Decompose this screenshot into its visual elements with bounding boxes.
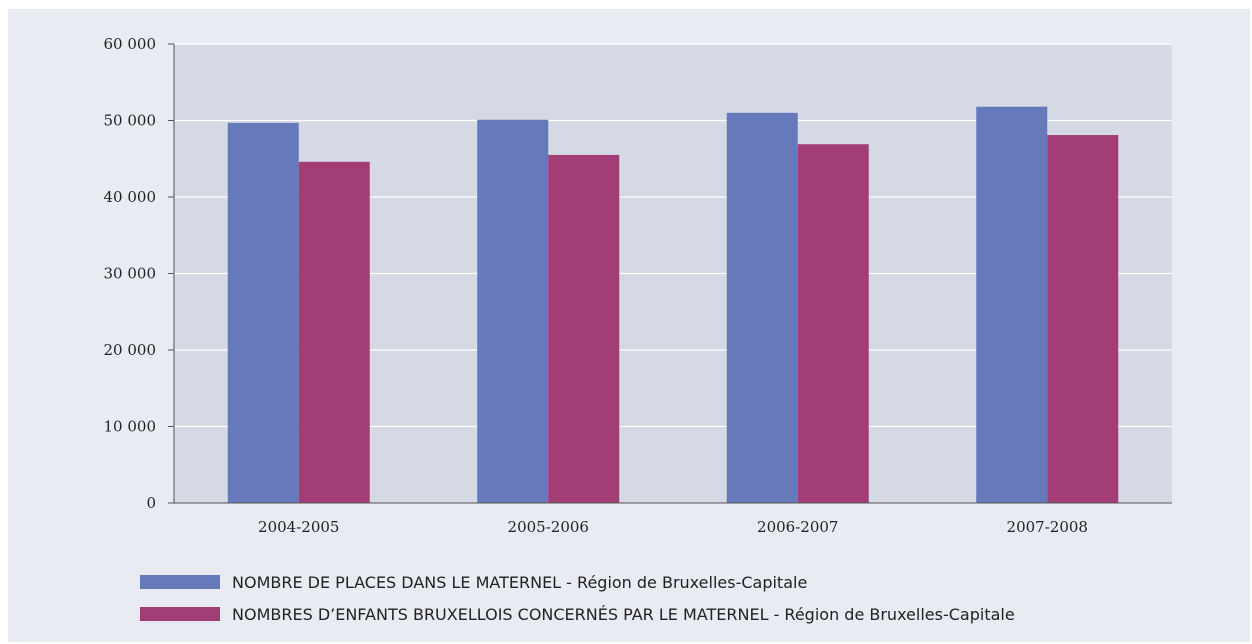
legend-swatch-enfants <box>140 607 220 621</box>
legend-label-enfants: NOMBRES D’ENFANTS BRUXELLOIS CONCERNÉS P… <box>232 604 1015 624</box>
bar-series-1 <box>726 112 798 503</box>
legend-item-places: NOMBRE DE PLACES DANS LE MATERNEL - Régi… <box>140 571 1240 593</box>
y-tick-label: 40 000 <box>104 188 157 206</box>
y-tick-label: 0 <box>146 494 156 512</box>
y-tick-label: 20 000 <box>104 341 157 359</box>
x-tick-label: 2005-2006 <box>508 518 589 536</box>
y-tick-label: 10 000 <box>104 418 157 436</box>
legend-swatch-places <box>140 575 220 589</box>
bar-series-2 <box>298 161 370 503</box>
x-tick-label: 2006-2007 <box>757 518 838 536</box>
legend-item-enfants: NOMBRES D’ENFANTS BRUXELLOIS CONCERNÉS P… <box>140 603 1240 625</box>
bar-series-2 <box>1047 135 1119 503</box>
legend-label-places: NOMBRE DE PLACES DANS LE MATERNEL - Régi… <box>232 572 808 592</box>
y-tick-label: 30 000 <box>104 265 157 283</box>
bar-series-1 <box>477 119 549 504</box>
chart-legend: NOMBRE DE PLACES DANS LE MATERNEL - Régi… <box>140 571 1240 635</box>
bar-series-2 <box>797 144 869 503</box>
x-tick-label: 2004-2005 <box>258 518 339 536</box>
x-tick-label: 2007-2008 <box>1007 518 1088 536</box>
bar-series-1 <box>227 122 299 504</box>
bar-series-1 <box>976 106 1048 503</box>
bar-series-2 <box>548 154 620 504</box>
bar-chart: 0 10 000 20 000 30 000 40 000 50 000 60 000 200… <box>104 35 1172 536</box>
y-tick-label: 60 000 <box>104 35 157 53</box>
y-tick-label: 50 000 <box>104 112 157 130</box>
